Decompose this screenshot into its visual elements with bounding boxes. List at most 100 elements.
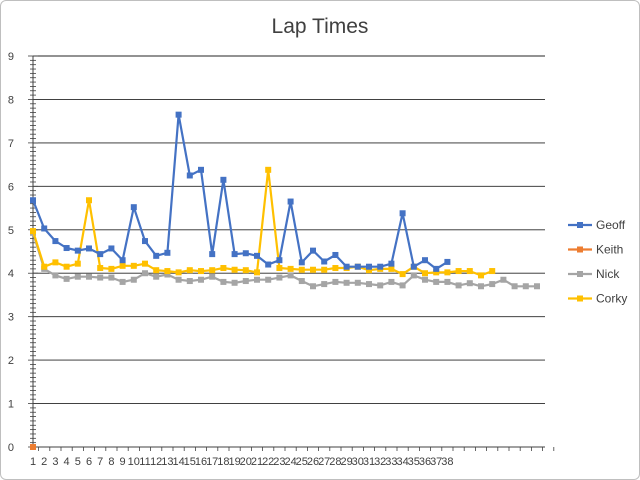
data-point — [310, 283, 316, 290]
x-tick-label: 31 — [363, 456, 375, 468]
data-point — [298, 266, 305, 273]
data-point — [74, 247, 81, 254]
data-point — [388, 265, 395, 272]
data-point — [198, 166, 204, 173]
data-point — [186, 172, 193, 179]
y-tick-label: 4 — [8, 268, 14, 280]
data-point — [377, 263, 384, 270]
data-point — [422, 270, 428, 277]
data-point — [209, 273, 216, 280]
legend-item-geoff: Geoff — [568, 218, 626, 232]
data-point — [142, 260, 148, 267]
legend-item-corky: Corky — [568, 292, 627, 306]
legend-label: Nick — [596, 267, 620, 281]
series-line-geoff — [31, 113, 448, 270]
data-point — [142, 270, 148, 277]
data-point — [97, 265, 104, 272]
data-point — [444, 258, 451, 265]
x-tick-label: 12 — [150, 456, 162, 468]
data-point — [354, 263, 361, 270]
data-point — [321, 266, 328, 273]
data-point — [86, 197, 92, 204]
data-point — [478, 272, 484, 279]
legend-label: Corky — [596, 292, 627, 306]
x-tick-label: 36 — [419, 456, 431, 468]
data-point — [108, 274, 115, 281]
data-point — [119, 278, 126, 285]
data-point — [175, 111, 182, 118]
x-tick-label: 37 — [430, 456, 442, 468]
data-point — [198, 268, 204, 275]
data-point — [444, 278, 451, 285]
data-point — [220, 278, 227, 285]
data-point — [220, 265, 227, 272]
y-tick-label: 3 — [8, 312, 14, 324]
data-point — [276, 257, 283, 264]
data-point — [433, 269, 440, 276]
data-point — [366, 281, 372, 288]
x-tick-label: 17 — [206, 456, 218, 468]
data-point — [41, 225, 48, 232]
data-point — [142, 238, 148, 245]
series-layer — [30, 111, 540, 450]
data-point — [164, 271, 171, 278]
x-tick-label: 38 — [441, 456, 453, 468]
data-point — [455, 268, 462, 275]
data-point — [276, 265, 283, 272]
data-point — [265, 276, 272, 283]
legend-item-nick: Nick — [568, 267, 620, 281]
legend-item-keith: Keith — [568, 243, 623, 257]
data-point — [466, 268, 473, 275]
data-point — [30, 444, 36, 450]
data-point — [276, 274, 283, 281]
y-tick-label: 1 — [8, 399, 14, 411]
data-point — [52, 259, 59, 266]
data-point — [399, 210, 406, 217]
data-point — [242, 278, 249, 285]
x-tick-label: 25 — [296, 456, 308, 468]
series-keith — [30, 444, 36, 450]
data-point — [422, 276, 428, 283]
data-point — [74, 273, 81, 280]
data-point — [511, 283, 518, 290]
data-point — [30, 228, 36, 235]
data-point — [63, 275, 70, 282]
data-point — [366, 267, 372, 274]
data-point — [164, 268, 171, 275]
data-point — [444, 269, 451, 276]
data-point — [242, 267, 249, 274]
data-point — [298, 278, 305, 285]
x-tick-label: 27 — [318, 456, 330, 468]
data-point — [522, 283, 529, 290]
x-tick-label: 21 — [251, 456, 263, 468]
data-point — [30, 197, 36, 204]
x-tick-label: 10 — [128, 456, 140, 468]
data-point — [108, 245, 115, 252]
data-point — [399, 282, 406, 289]
data-point — [343, 279, 350, 286]
data-point — [97, 251, 104, 258]
y-tick-label: 7 — [8, 138, 14, 150]
data-point — [332, 278, 339, 285]
axes — [28, 55, 555, 451]
x-tick-label: 2 — [41, 456, 47, 468]
data-point — [130, 262, 137, 269]
data-point — [52, 272, 59, 279]
data-point — [500, 276, 507, 283]
data-point — [119, 262, 126, 269]
data-point — [366, 263, 372, 270]
data-point — [231, 279, 238, 286]
y-tick-label: 2 — [8, 355, 14, 367]
data-point — [209, 267, 216, 274]
y-tick-label: 5 — [8, 225, 14, 237]
data-point — [86, 245, 92, 252]
data-point — [399, 271, 406, 278]
data-point — [52, 238, 59, 245]
data-point — [332, 251, 339, 258]
x-tick-label: 18 — [217, 456, 229, 468]
data-point — [254, 269, 260, 276]
data-point — [265, 166, 272, 173]
legend-label: Keith — [596, 243, 623, 257]
x-tick-label: 9 — [120, 456, 126, 468]
